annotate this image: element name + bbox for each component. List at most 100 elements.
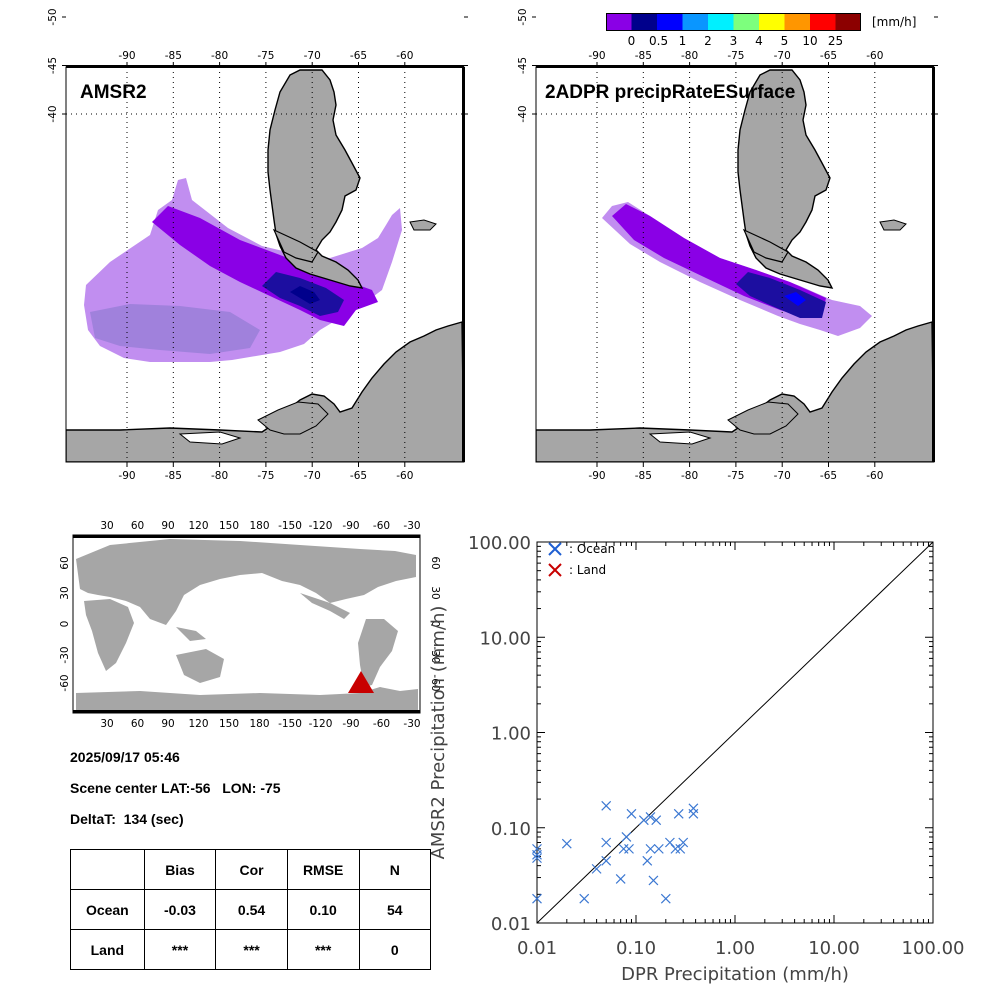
colorbar-unit: [mm/h] [872,15,917,29]
lon-label: -70 [304,50,321,62]
antarctica-land [536,321,934,462]
y-tick-label: 10.00 [479,628,531,649]
x-axis-label: DPR Precipitation (mm/h) [621,964,849,985]
colorbar-swatch [657,13,683,31]
data-point-ocean [670,843,681,854]
data-point-ocean [653,843,664,854]
lon-label: -90 [588,470,605,482]
lon-label: -70 [304,470,321,482]
lat-label: -40 [939,105,940,122]
stats-cell: 0.54 [215,889,288,930]
lon-label: -75 [257,470,274,482]
stats-row-ocean: Ocean -0.03 0.54 0.10 54 [70,889,432,930]
colorbar-swatch [708,13,734,31]
heavy-rain-core [736,272,826,318]
globe-lon-label: 60 [131,718,144,730]
scene-delta-t: DeltaT: 134 (sec) [70,811,184,827]
falkland-islands [879,219,907,231]
south-america-land [267,69,364,289]
lon-label: -65 [820,50,837,62]
stats-cell: -0.03 [143,889,217,930]
lon-label: -75 [727,50,744,62]
lon-label: -65 [820,470,837,482]
antarctic-island [257,401,329,435]
data-point-ocean [645,811,656,822]
colorbar-swatch [810,13,836,31]
lat-label: -40 [47,105,59,122]
data-point-ocean [532,893,542,904]
heavy-rain-core [784,292,806,306]
y-tick-label: 100.00 [468,533,531,554]
colorbar-swatch [682,13,709,31]
globe-lon-label: 90 [161,718,174,730]
colorbar-label: 0 [627,34,636,48]
globe-lon-label: 90 [161,520,174,532]
lon-label: -90 [588,50,605,62]
data-point-ocean [645,843,656,854]
data-point-ocean [624,843,634,854]
map-frame-top [536,65,934,68]
colorbar-label: 1 [678,34,687,48]
globe-lat-label: 30 [59,586,71,599]
data-point-ocean [648,875,659,886]
y-tick-label: 0.01 [491,914,531,935]
data-point-ocean [601,800,612,811]
data-point-ocean [601,855,612,866]
scatter-plot: 0.01 0.01 0.10 0.10 1.00 1.00 10.00 10.00 100.00… [428,533,965,985]
data-point-ocean [688,803,699,814]
y-axis-label: AMSR2 Precipitation (mm/h) [428,606,449,860]
south-america-land [737,69,834,289]
lat-label: -45 [939,57,940,74]
one-to-one-line [536,541,934,924]
globe-lon-label: -30 [403,718,420,730]
ice-shelf [178,431,242,445]
data-point-ocean [664,837,675,848]
data-point-ocean [532,843,542,854]
heavy-rain-core [290,286,320,304]
globe-lon-label: 150 [219,520,239,532]
x-tick-label: 10.00 [808,938,860,959]
lat-label: -50 [517,8,529,25]
lat-label: -40 [517,105,529,122]
scene-center: Scene center LAT:-56 LON: -75 [70,780,281,796]
lon-label: -70 [774,50,791,62]
lon-label: -85 [635,470,652,482]
falkland-islands [409,219,437,231]
globe-lat-label: 0 [429,621,441,628]
central-america [300,593,350,619]
y-tick-label: 0.10 [491,819,531,840]
ice-shelf [648,431,712,445]
colorbar-label: 0.5 [649,34,669,48]
colorbar-swatch [784,13,811,31]
lon-label: -60 [396,50,413,62]
map-frame-top [66,65,464,68]
lon-label: -80 [211,50,228,62]
dpr-map: -90 -90 -85 -85 -80 -80 -75 -75 -70 -70 -65 -65 -60 -… [517,8,940,482]
scene-datetime: 2025/09/17 05:46 [70,749,180,765]
data-point-ocean [678,837,689,848]
data-point-ocean [579,893,590,904]
globe-lon-label: 120 [188,718,208,730]
globe-lon-label: -60 [373,520,390,532]
stats-header-n: N [358,849,432,890]
globe-frame-top [73,535,420,538]
legend-label-ocean: : Ocean [569,542,615,556]
data-point-ocean [591,863,602,874]
australia [176,649,224,683]
globe-lat-label: 60 [429,556,441,569]
globe-lon-label: 180 [249,718,269,730]
x-tick-label: 0.01 [517,938,557,959]
lon-label: -65 [350,470,367,482]
x-tick-label: 100.00 [902,938,965,959]
globe-lon-label: -90 [342,520,359,532]
stats-row-land: Land *** *** *** 0 [70,929,432,970]
scene-center-marker [348,671,374,693]
colorbar-labels: 0 0.5 1 2 3 4 5 10 25 [606,34,906,50]
map-frame-right [462,67,465,462]
map-content [536,67,934,462]
colorbar-swatch [606,13,632,31]
lon-label: -70 [774,470,791,482]
colorbar-label: 5 [780,34,789,48]
lon-label: -90 [118,470,135,482]
colorbar-swatch [631,13,658,31]
